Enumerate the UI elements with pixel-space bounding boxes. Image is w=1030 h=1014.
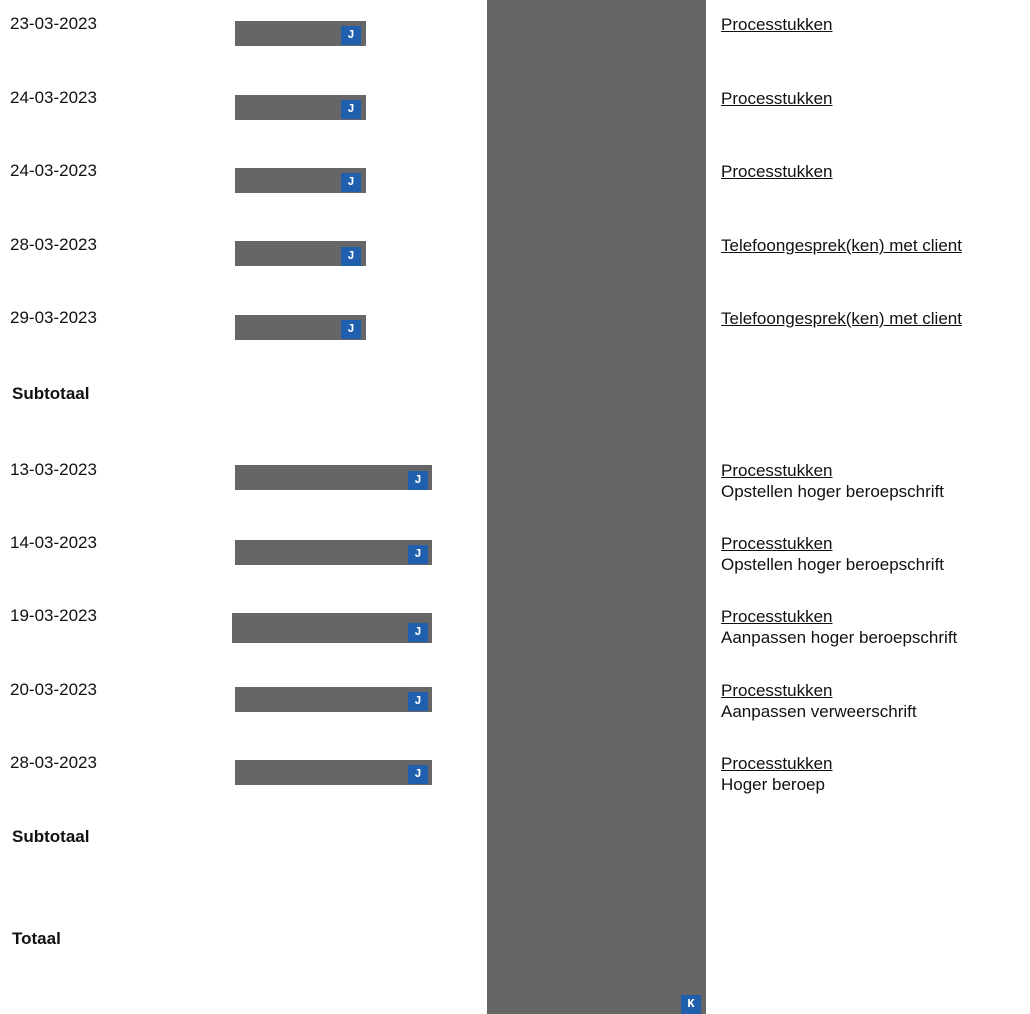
redacted-field (235, 540, 432, 565)
category-link[interactable]: Processtukken (721, 754, 833, 773)
row-description: Processtukken (721, 161, 833, 182)
subtotal-label: Subtotaal (12, 827, 90, 846)
category-link[interactable]: Processtukken (721, 15, 833, 34)
row-date: 13-03-2023 (10, 460, 97, 479)
row-description: Processtukken Aanpassen hoger beroepschr… (721, 606, 957, 648)
entry-description: Opstellen hoger beroepschrift (721, 482, 945, 501)
redaction-badge: J (341, 173, 361, 192)
redaction-badge: J (341, 247, 361, 266)
category-link[interactable]: Telefoongesprek(ken) met client (721, 236, 962, 255)
column-redaction-badge: K (681, 995, 701, 1014)
entry-description: Hoger beroep (721, 775, 825, 794)
row-date: 28-03-2023 (10, 753, 97, 772)
row-description: Processtukken (721, 14, 833, 35)
row-description: Processtukken (721, 88, 833, 109)
redacted-field (235, 760, 432, 785)
redaction-badge: J (408, 692, 428, 711)
redacted-field (232, 613, 432, 643)
redaction-badge: J (408, 623, 428, 642)
row-description: Processtukken Opstellen hoger beroepschr… (721, 460, 944, 502)
redaction-badge: J (408, 765, 428, 784)
total-label: Totaal (12, 929, 61, 948)
entry-description: Opstellen hoger beroepschrift (721, 555, 945, 574)
subtotal-label: Subtotaal (12, 384, 90, 403)
row-date: 29-03-2023 (10, 308, 97, 327)
redacted-field (235, 687, 432, 712)
redaction-badge: J (408, 545, 428, 564)
category-link[interactable]: Processtukken (721, 162, 833, 181)
category-link[interactable]: Processtukken (721, 89, 833, 108)
redacted-column (487, 0, 706, 1014)
row-description: Telefoongesprek(ken) met client (721, 308, 962, 329)
row-date: 24-03-2023 (10, 88, 97, 107)
row-description: Processtukken Opstellen hoger beroepschr… (721, 533, 944, 575)
category-link[interactable]: Processtukken (721, 534, 833, 553)
row-date: 23-03-2023 (10, 14, 97, 33)
redacted-field (235, 465, 432, 490)
row-date: 19-03-2023 (10, 606, 97, 625)
category-link[interactable]: Processtukken (721, 681, 833, 700)
row-description: Processtukken Hoger beroep (721, 753, 833, 795)
entry-description: Aanpassen hoger beroepschrift (721, 628, 958, 647)
redaction-badge: J (341, 100, 361, 119)
redaction-badge: J (341, 26, 361, 45)
redaction-badge: J (341, 320, 361, 339)
category-link[interactable]: Telefoongesprek(ken) met client (721, 309, 962, 328)
row-description: Telefoongesprek(ken) met client (721, 235, 962, 256)
category-link[interactable]: Processtukken (721, 461, 833, 480)
row-description: Processtukken Aanpassen verweerschrift (721, 680, 917, 722)
row-date: 20-03-2023 (10, 680, 97, 699)
row-date: 28-03-2023 (10, 235, 97, 254)
row-date: 24-03-2023 (10, 161, 97, 180)
category-link[interactable]: Processtukken (721, 607, 833, 626)
row-date: 14-03-2023 (10, 533, 97, 552)
redaction-badge: J (408, 471, 428, 490)
entry-description: Aanpassen verweerschrift (721, 702, 917, 721)
